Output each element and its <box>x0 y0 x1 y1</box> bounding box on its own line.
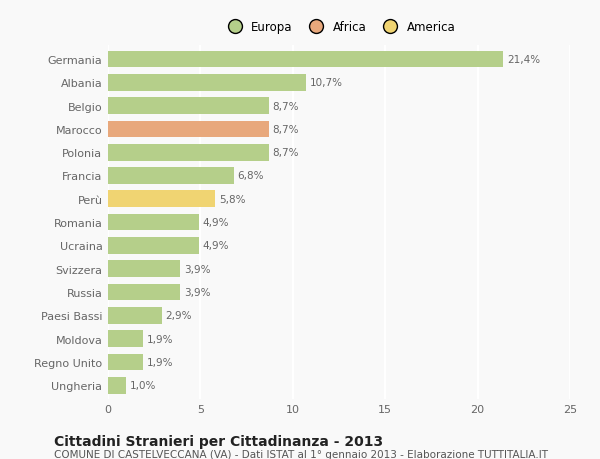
Bar <box>108 330 143 347</box>
Text: 1,0%: 1,0% <box>130 381 157 390</box>
Text: 8,7%: 8,7% <box>272 148 299 158</box>
Bar <box>108 75 306 91</box>
Bar <box>108 354 143 370</box>
Bar <box>108 214 199 231</box>
Bar <box>108 307 161 324</box>
Text: 3,9%: 3,9% <box>184 264 210 274</box>
Text: Cittadini Stranieri per Cittadinanza - 2013: Cittadini Stranieri per Cittadinanza - 2… <box>54 434 383 448</box>
Text: 5,8%: 5,8% <box>219 194 245 204</box>
Bar <box>108 284 180 301</box>
Bar <box>108 121 269 138</box>
Text: 3,9%: 3,9% <box>184 287 210 297</box>
Bar <box>108 145 269 161</box>
Text: 6,8%: 6,8% <box>238 171 264 181</box>
Bar <box>108 237 199 254</box>
Text: 21,4%: 21,4% <box>507 55 540 65</box>
Text: 10,7%: 10,7% <box>310 78 343 88</box>
Text: 2,9%: 2,9% <box>165 311 192 321</box>
Text: 1,9%: 1,9% <box>147 357 173 367</box>
Text: 8,7%: 8,7% <box>272 124 299 134</box>
Text: 1,9%: 1,9% <box>147 334 173 344</box>
Text: 4,9%: 4,9% <box>202 218 229 228</box>
Bar <box>108 51 503 68</box>
Bar <box>108 191 215 208</box>
Text: 4,9%: 4,9% <box>202 241 229 251</box>
Bar <box>108 261 180 278</box>
Bar <box>108 377 127 394</box>
Text: 8,7%: 8,7% <box>272 101 299 112</box>
Bar <box>108 168 233 185</box>
Bar <box>108 98 269 115</box>
Text: COMUNE DI CASTELVECCANA (VA) - Dati ISTAT al 1° gennaio 2013 - Elaborazione TUTT: COMUNE DI CASTELVECCANA (VA) - Dati ISTA… <box>54 449 548 459</box>
Legend: Europa, Africa, America: Europa, Africa, America <box>218 17 460 39</box>
